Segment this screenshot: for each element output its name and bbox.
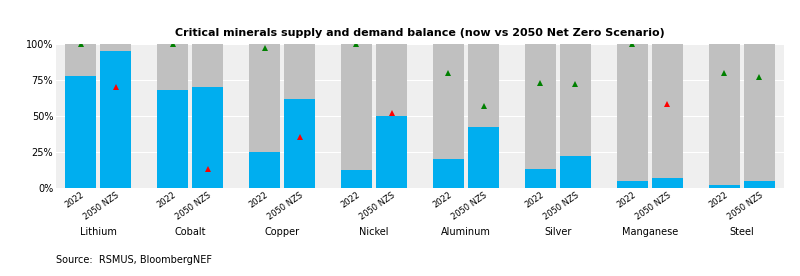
Text: Steel: Steel xyxy=(730,227,754,237)
Bar xyxy=(376,116,407,188)
Bar xyxy=(709,44,740,185)
Bar xyxy=(341,171,372,188)
Bar xyxy=(284,99,315,188)
Bar xyxy=(65,44,96,76)
Bar xyxy=(157,44,188,90)
Bar xyxy=(652,178,683,188)
Text: Copper: Copper xyxy=(265,227,299,237)
Text: Silver: Silver xyxy=(544,227,572,237)
Bar xyxy=(560,44,591,156)
Bar xyxy=(157,90,188,188)
Bar xyxy=(468,44,499,128)
Bar xyxy=(617,181,648,188)
Bar xyxy=(192,87,223,188)
Text: Aluminum: Aluminum xyxy=(441,227,491,237)
Bar xyxy=(433,44,464,159)
Bar xyxy=(433,159,464,188)
Bar xyxy=(617,44,648,181)
Bar xyxy=(468,128,499,188)
Text: Nickel: Nickel xyxy=(359,227,389,237)
Bar xyxy=(100,44,131,51)
Title: Critical minerals supply and demand balance (now vs 2050 Net Zero Scenario): Critical minerals supply and demand bala… xyxy=(175,28,665,38)
Bar xyxy=(376,44,407,116)
Bar xyxy=(284,44,315,99)
Bar xyxy=(560,156,591,188)
Text: Source:  RSMUS, BloombergNEF: Source: RSMUS, BloombergNEF xyxy=(56,255,212,265)
Bar xyxy=(249,152,280,188)
Text: Lithium: Lithium xyxy=(80,227,117,237)
Bar xyxy=(525,169,556,188)
Bar xyxy=(744,44,775,181)
Bar xyxy=(709,185,740,188)
Bar xyxy=(100,51,131,188)
Text: Cobalt: Cobalt xyxy=(174,227,206,237)
Bar xyxy=(652,44,683,178)
Bar xyxy=(525,44,556,169)
Bar xyxy=(192,44,223,87)
Text: Manganese: Manganese xyxy=(622,227,678,237)
Bar xyxy=(249,44,280,152)
Bar xyxy=(65,76,96,188)
Bar xyxy=(744,181,775,188)
Bar xyxy=(341,44,372,171)
